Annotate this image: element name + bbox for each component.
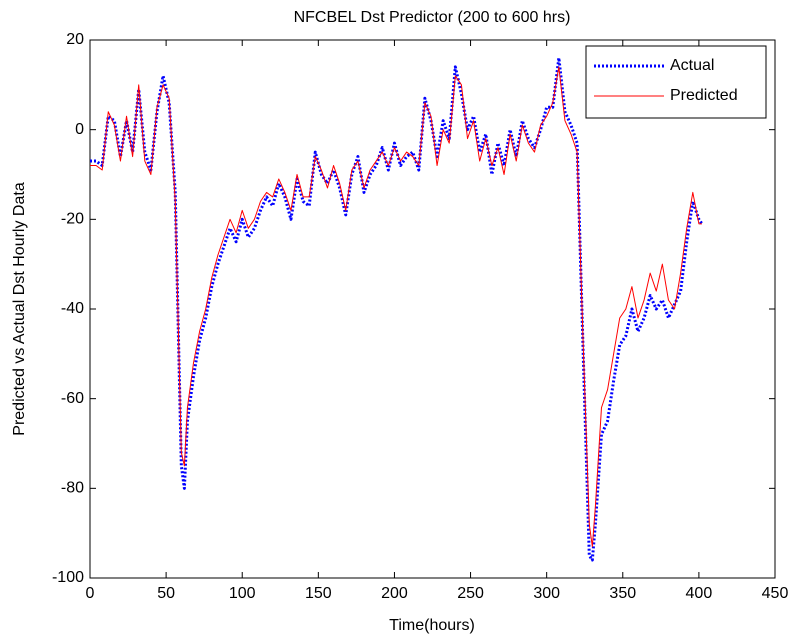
legend-label: Actual — [670, 57, 714, 74]
y-tick-label: -40 — [61, 300, 84, 317]
x-tick-label: 150 — [305, 585, 332, 602]
x-axis-label: Time(hours) — [389, 617, 475, 634]
y-tick-label: -20 — [61, 211, 84, 228]
y-tick-label: -80 — [61, 480, 84, 497]
x-tick-label: 400 — [686, 585, 713, 602]
x-tick-label: 250 — [457, 585, 484, 602]
x-tick-label: 0 — [86, 585, 95, 602]
x-tick-label: 100 — [229, 585, 256, 602]
x-tick-label: 350 — [609, 585, 636, 602]
y-tick-label: 20 — [66, 31, 84, 48]
legend-label: Predicted — [670, 87, 738, 104]
y-axis-label: Predicted vs Actual Dst Hourly Data — [11, 182, 28, 436]
series-line — [90, 66, 702, 548]
x-tick-label: 300 — [533, 585, 560, 602]
x-tick-label: 50 — [157, 585, 175, 602]
legend-box — [585, 45, 767, 119]
chart-title: NFCBEL Dst Predictor (200 to 600 hrs) — [294, 9, 571, 26]
y-tick-label: -100 — [52, 569, 84, 586]
y-tick-label: 0 — [75, 121, 84, 138]
y-tick-label: -60 — [61, 390, 84, 407]
x-tick-label: 200 — [381, 585, 408, 602]
x-tick-label: 450 — [762, 585, 789, 602]
